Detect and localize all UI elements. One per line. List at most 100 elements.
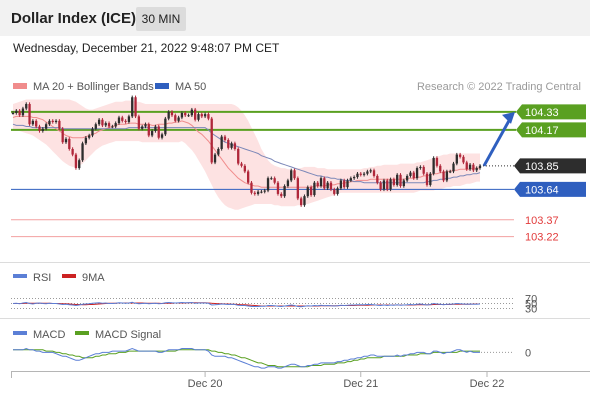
candle bbox=[197, 114, 200, 120]
candle bbox=[107, 123, 111, 127]
candle bbox=[382, 180, 386, 190]
candle bbox=[266, 178, 270, 191]
candle bbox=[333, 189, 336, 194]
candle bbox=[273, 178, 276, 183]
candle bbox=[468, 164, 472, 170]
ma20-legend-label: MA 20 + Bollinger Bands bbox=[33, 81, 154, 93]
candle bbox=[91, 128, 94, 136]
candle bbox=[38, 126, 41, 131]
ma50-line bbox=[12, 123, 481, 184]
ma50-legend-swatch bbox=[155, 83, 169, 89]
macd-line bbox=[13, 347, 480, 369]
forecast-arrow bbox=[482, 111, 515, 167]
candle bbox=[101, 119, 104, 126]
resistance-level-label: 104.17 bbox=[525, 125, 559, 137]
macd-level-label: 0 bbox=[525, 347, 531, 359]
candle bbox=[15, 110, 18, 113]
candle bbox=[465, 162, 468, 170]
pivot-level-label: 103.64 bbox=[525, 184, 559, 196]
candle bbox=[405, 175, 409, 181]
instrument-title: Dollar Index (ICE) bbox=[11, 10, 137, 27]
candle bbox=[160, 134, 164, 138]
candle bbox=[359, 173, 362, 175]
candle bbox=[445, 171, 449, 181]
candle bbox=[48, 120, 51, 125]
candle bbox=[326, 182, 329, 189]
candle bbox=[81, 143, 84, 161]
candle bbox=[78, 160, 81, 169]
rsi-legend: RSI 9MA bbox=[13, 272, 105, 284]
candle bbox=[392, 179, 396, 185]
resistance-level-label: 104.33 bbox=[525, 107, 559, 119]
candle bbox=[329, 182, 333, 190]
candle bbox=[303, 196, 306, 206]
candle bbox=[369, 170, 372, 172]
rsi-legend-swatch bbox=[13, 274, 27, 278]
candle bbox=[94, 124, 97, 129]
candle bbox=[356, 173, 359, 178]
candle bbox=[472, 164, 475, 171]
candles bbox=[11, 95, 482, 207]
candle bbox=[203, 114, 207, 117]
candle bbox=[157, 126, 160, 138]
candle bbox=[35, 120, 38, 127]
candle bbox=[442, 171, 445, 181]
candle bbox=[316, 182, 319, 187]
candle bbox=[263, 190, 266, 192]
price-legend: MA 20 + Bollinger Bands MA 50 bbox=[13, 81, 206, 93]
candle bbox=[61, 128, 64, 143]
candle bbox=[114, 123, 117, 127]
candle bbox=[210, 118, 213, 163]
candle bbox=[154, 126, 157, 131]
rsi-ma-legend-swatch bbox=[62, 274, 76, 278]
current-level-tag bbox=[514, 158, 586, 174]
candle bbox=[435, 157, 439, 166]
candle bbox=[68, 138, 71, 149]
rsi-legend-label: RSI bbox=[33, 272, 51, 284]
candle bbox=[227, 139, 230, 148]
candle bbox=[362, 173, 366, 175]
candle bbox=[124, 120, 127, 122]
candle bbox=[290, 170, 293, 181]
candle bbox=[475, 168, 478, 171]
candle bbox=[200, 114, 203, 117]
rsi-level-label: 30 bbox=[525, 304, 537, 316]
timeframe-button[interactable]: 30 MIN bbox=[136, 7, 186, 31]
candle bbox=[396, 174, 399, 185]
candle bbox=[150, 130, 154, 136]
candle bbox=[415, 168, 419, 179]
candle bbox=[253, 192, 256, 194]
candle bbox=[339, 180, 343, 189]
candle bbox=[286, 180, 290, 187]
candle bbox=[256, 191, 260, 194]
candle bbox=[376, 175, 379, 183]
watermark: Research © 2022 Trading Central bbox=[417, 81, 581, 93]
candle bbox=[246, 171, 250, 183]
macd-legend-label: MACD bbox=[33, 329, 65, 341]
candle bbox=[144, 124, 147, 127]
candle bbox=[121, 117, 124, 121]
candle bbox=[412, 172, 415, 179]
candle bbox=[386, 180, 389, 190]
candle bbox=[260, 191, 263, 193]
candle bbox=[137, 116, 141, 129]
candle bbox=[389, 179, 392, 190]
candle bbox=[44, 124, 48, 129]
rsi-level-label: 70 bbox=[525, 294, 537, 306]
candle bbox=[64, 138, 68, 143]
candle bbox=[54, 120, 58, 122]
candle bbox=[409, 172, 412, 176]
macd-signal-legend-label: MACD Signal bbox=[95, 329, 161, 341]
candle bbox=[25, 104, 28, 109]
ma20-legend-swatch bbox=[13, 83, 27, 89]
candle bbox=[190, 109, 194, 116]
candle bbox=[127, 116, 131, 122]
candle bbox=[194, 109, 197, 120]
candle bbox=[309, 187, 313, 196]
candle bbox=[213, 154, 217, 163]
macd-legend: MACD MACD Signal bbox=[13, 329, 161, 341]
rsi-line bbox=[12, 301, 481, 308]
candle bbox=[250, 182, 253, 193]
